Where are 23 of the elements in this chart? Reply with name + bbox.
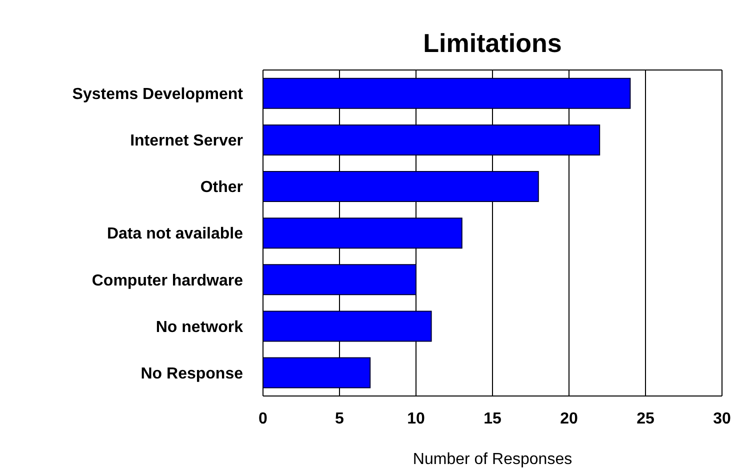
y-tick-label: No Response [140, 365, 244, 382]
x-tick-label: 10 [407, 410, 425, 428]
y-tick-label: No network [156, 318, 244, 336]
y-tick-label: Other [200, 179, 243, 196]
bar [263, 357, 371, 388]
bar [263, 171, 539, 202]
y-tick-label: Systems Development [72, 86, 244, 103]
x-axis-title: Number of Responses [412, 451, 572, 468]
x-tick-label: 0 [258, 410, 268, 428]
x-tick-label: 5 [335, 410, 344, 428]
bar [263, 264, 416, 296]
x-tick-label: 25 [636, 410, 654, 428]
chart-title: Limitations [422, 28, 563, 59]
bar [263, 78, 631, 109]
x-tick-label: 30 [713, 410, 731, 428]
y-tick-label: Data not available [106, 226, 244, 243]
y-tick-label: Internet Server [130, 132, 243, 150]
y-tick-label: Computer hardware [92, 272, 244, 290]
x-tick-label: 20 [560, 410, 578, 428]
bar [263, 310, 432, 342]
bar [263, 218, 462, 249]
x-tick-label: 15 [484, 410, 502, 428]
bar [263, 124, 600, 156]
